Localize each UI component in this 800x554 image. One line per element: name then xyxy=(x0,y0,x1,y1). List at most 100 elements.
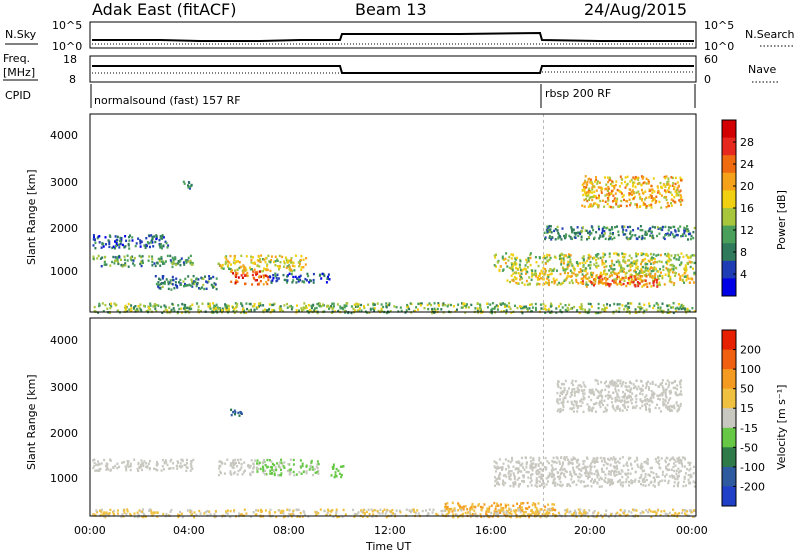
scatter-cell xyxy=(544,237,546,241)
scatter-cell xyxy=(670,204,673,207)
scatter-cell xyxy=(671,264,674,267)
scatter-cell xyxy=(233,509,236,512)
scatter-cell xyxy=(511,279,514,282)
scatter-cell xyxy=(531,269,534,272)
scatter-cell xyxy=(227,264,230,267)
scatter-cell xyxy=(539,508,542,511)
scatter-cell xyxy=(559,309,562,312)
scatter-cell xyxy=(609,178,612,182)
scatter-cell xyxy=(288,272,291,275)
scatter-cell xyxy=(587,302,590,305)
scatter-cell xyxy=(560,401,563,404)
scatter-cell xyxy=(565,254,568,257)
scatter-cell xyxy=(257,255,260,258)
scatter-cell xyxy=(241,309,244,312)
scatter-cell xyxy=(269,465,272,469)
scatter-cell xyxy=(522,502,525,505)
scatter-cell xyxy=(271,462,274,466)
scatter-cell xyxy=(633,508,636,511)
scatter-cell xyxy=(583,392,586,395)
scatter-cell xyxy=(653,280,655,283)
scatter-cell xyxy=(313,468,316,471)
scatter-cell xyxy=(286,302,289,306)
scatter-cell xyxy=(660,271,662,274)
scatter-cell xyxy=(513,477,516,480)
scatter-cell xyxy=(670,267,673,271)
scatter-cell xyxy=(540,483,543,487)
scatter-cell xyxy=(500,508,503,512)
scatter-cell xyxy=(537,464,540,467)
scatter-cell xyxy=(534,256,537,259)
scatter-cell xyxy=(239,513,241,517)
scatter-cell xyxy=(305,304,307,308)
scatter-cell xyxy=(497,305,499,308)
scatter-cell xyxy=(261,465,264,468)
scatter-cell xyxy=(588,187,591,190)
scatter-cell xyxy=(614,400,617,403)
scatter-cell xyxy=(649,408,651,411)
scatter-cell xyxy=(643,303,646,306)
scatter-cell xyxy=(600,399,603,402)
scatter-cell xyxy=(105,511,108,514)
scatter-cell xyxy=(213,282,216,285)
scatter-cell xyxy=(552,482,555,485)
scatter-cell xyxy=(452,305,455,308)
scatter-cell xyxy=(528,276,531,279)
scatter-cell xyxy=(406,305,409,308)
scatter-cell xyxy=(352,508,354,512)
scatter-cell xyxy=(299,258,302,262)
scatter-cell xyxy=(227,307,230,310)
scatter-cell xyxy=(559,398,561,401)
scatter-cell xyxy=(103,261,106,264)
scatter-cell xyxy=(486,306,489,309)
scatter-cell xyxy=(631,480,634,483)
scatter-cell xyxy=(588,388,591,392)
scatter-cell xyxy=(289,513,292,516)
velocity-y-tick-1000: 1000 xyxy=(50,472,78,485)
scatter-cell xyxy=(130,307,133,310)
scatter-cell xyxy=(526,266,529,269)
scatter-cell xyxy=(564,379,567,383)
x-tick-4: 16:00 xyxy=(475,524,507,537)
scatter-cell xyxy=(556,225,559,229)
scatter-cell xyxy=(549,235,551,238)
scatter-cell xyxy=(296,508,299,512)
scatter-cell xyxy=(636,280,639,284)
scatter-cell xyxy=(622,270,625,273)
scatter-cell xyxy=(597,205,600,208)
scatter-cell xyxy=(655,513,658,516)
scatter-cell xyxy=(345,304,348,308)
scatter-cell xyxy=(156,461,158,464)
scatter-cell xyxy=(558,484,561,487)
scatter-cell xyxy=(518,476,521,480)
scatter-cell xyxy=(209,513,212,516)
scatter-cell xyxy=(148,306,151,310)
scatter-cell xyxy=(521,474,524,477)
scatter-cell xyxy=(201,302,204,305)
scatter-cell xyxy=(588,409,590,412)
scatter-cell xyxy=(604,473,607,476)
scatter-cell xyxy=(625,401,628,404)
scatter-cell xyxy=(116,466,119,470)
scatter-cell xyxy=(617,259,620,262)
scatter-cell xyxy=(686,261,689,265)
scatter-cell xyxy=(594,195,597,198)
scatter-cell xyxy=(476,307,479,310)
scatter-cell xyxy=(640,268,643,271)
scatter-cell xyxy=(556,483,559,486)
scatter-cell xyxy=(658,281,661,284)
scatter-cell xyxy=(630,190,633,194)
scatter-cell xyxy=(524,272,527,275)
scatter-cell xyxy=(214,305,217,308)
scatter-cell xyxy=(189,463,192,466)
scatter-cell xyxy=(566,484,569,487)
scatter-cell xyxy=(508,477,511,480)
scatter-cell xyxy=(592,481,595,484)
scatter-cell xyxy=(692,267,694,270)
scatter-cell xyxy=(306,310,309,313)
scatter-cell xyxy=(250,261,253,264)
scatter-cell xyxy=(570,475,573,478)
scatter-cell xyxy=(582,381,585,384)
scatter-cell xyxy=(131,239,134,242)
scatter-cell xyxy=(586,476,589,479)
